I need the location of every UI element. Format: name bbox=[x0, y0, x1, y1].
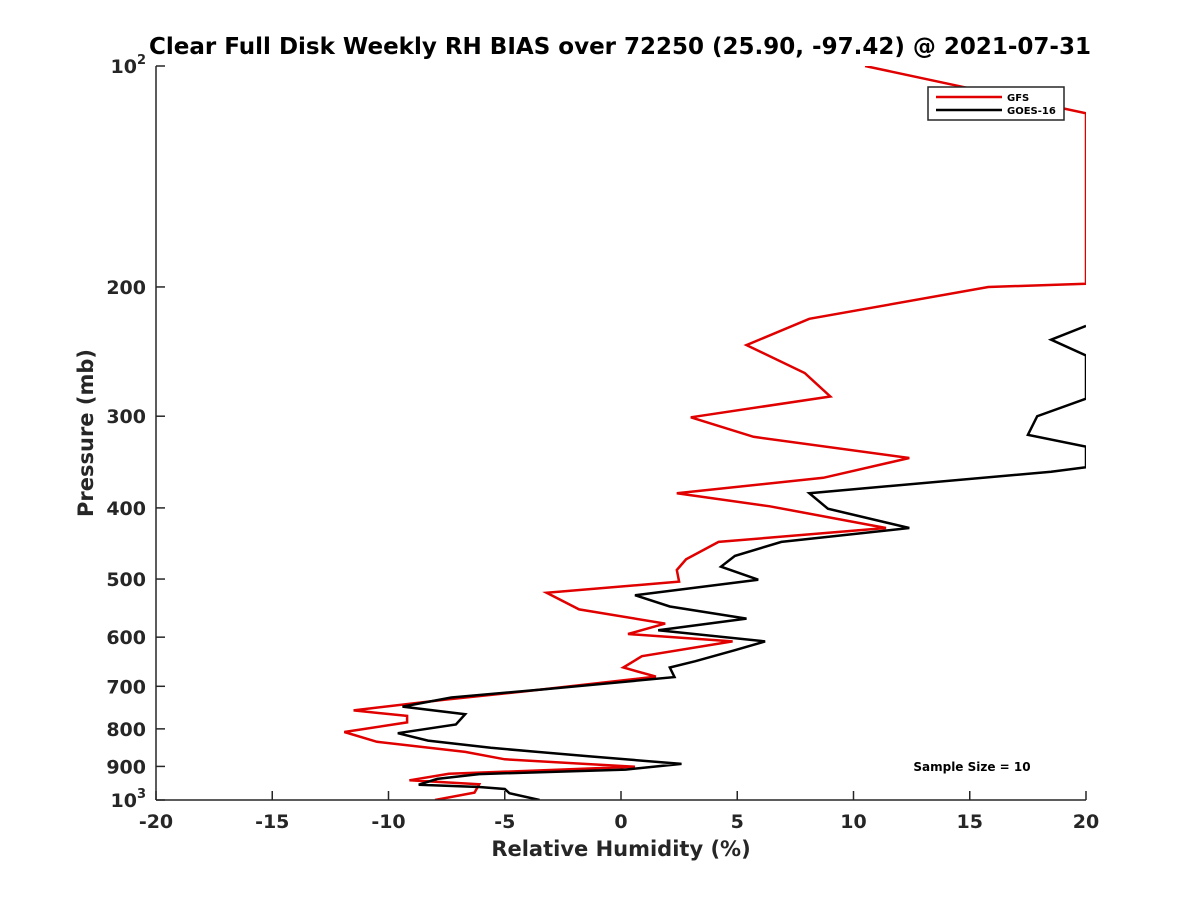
legend-label-gfs: GFS bbox=[1007, 93, 1029, 104]
x-tick-label: 5 bbox=[731, 811, 744, 833]
chart-title: Clear Full Disk Weekly RH BIAS over 7225… bbox=[149, 34, 1091, 60]
y-tick-label: 900 bbox=[106, 756, 146, 778]
series-line-goes16 bbox=[397, 324, 1086, 800]
legend: GFS GOES-16 bbox=[927, 86, 1065, 121]
x-tick-label: 20 bbox=[1073, 811, 1099, 833]
x-axis-label: Relative Humidity (%) bbox=[491, 837, 750, 861]
x-tick-label: -15 bbox=[255, 811, 289, 833]
x-tick-label: 10 bbox=[840, 811, 866, 833]
y-tick-label-exponent: 2 bbox=[137, 53, 146, 68]
x-tick-label: -5 bbox=[494, 811, 515, 833]
y-tick-label: 700 bbox=[106, 676, 146, 698]
sample-size-annotation: Sample Size = 10 bbox=[913, 760, 1030, 774]
x-ticks: -20 -15 -10 -5 0 5 10 15 20 bbox=[139, 791, 1099, 833]
y-tick-label: 500 bbox=[106, 569, 146, 591]
x-tick-label: 0 bbox=[614, 811, 627, 833]
y-tick-label: 400 bbox=[106, 498, 146, 520]
y-tick-label-base: 10 bbox=[111, 790, 137, 812]
x-tick-label: -20 bbox=[139, 811, 173, 833]
y-tick-label: 200 bbox=[106, 277, 146, 299]
y-axis-label: Pressure (mb) bbox=[74, 349, 98, 517]
y-tick-label: 800 bbox=[106, 719, 146, 741]
series-line-gfs bbox=[343, 66, 1086, 800]
y-tick-label: 102 bbox=[111, 53, 147, 78]
y-tick-label: 103 bbox=[111, 787, 147, 812]
series-layer bbox=[343, 66, 1086, 800]
legend-label-goes16: GOES-16 bbox=[1007, 106, 1056, 117]
y-tick-label-base: 10 bbox=[111, 56, 137, 78]
y-tick-label: 600 bbox=[106, 627, 146, 649]
x-tick-label: -10 bbox=[371, 811, 405, 833]
x-tick-label: 15 bbox=[957, 811, 983, 833]
y-tick-label: 300 bbox=[106, 406, 146, 428]
y-tick-label-exponent: 3 bbox=[137, 787, 146, 802]
legend-box bbox=[927, 86, 1065, 121]
